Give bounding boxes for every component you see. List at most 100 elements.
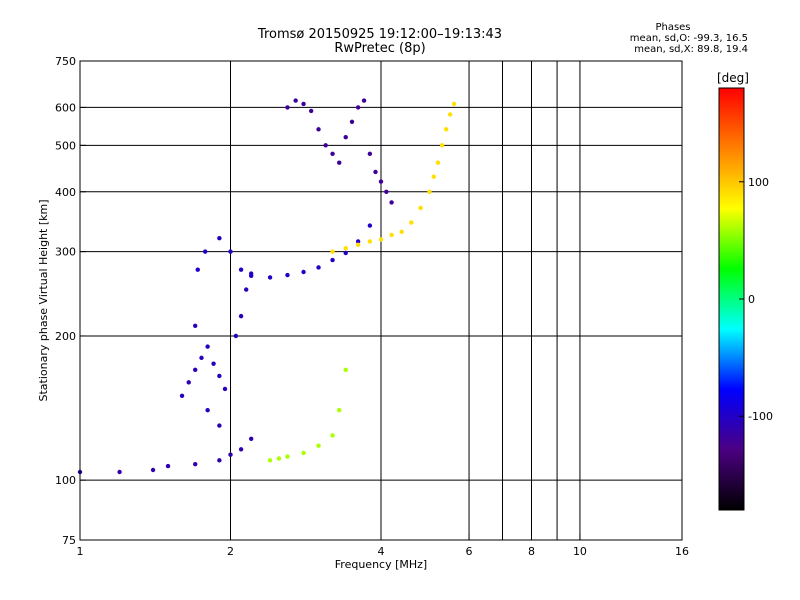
data-point (222, 386, 228, 392)
data-point (195, 267, 200, 272)
data-point (439, 143, 445, 148)
data-point (337, 407, 342, 413)
data-point (238, 447, 244, 452)
data-point (217, 235, 222, 241)
data-point (267, 275, 273, 280)
data-point (193, 367, 198, 372)
phases-heading: Phases (655, 22, 691, 33)
colorbar-tick-labels: 100 0 -100 (739, 176, 773, 423)
x-tick-label: 4 (378, 545, 385, 558)
data-point (301, 450, 306, 456)
data-point (389, 200, 394, 205)
data-point (337, 160, 342, 165)
data-point (238, 313, 244, 319)
o-mode-phase-stats: mean, sd,O: -99.3, 16.5 (629, 33, 748, 44)
data-point (179, 393, 185, 399)
data-point (193, 323, 198, 329)
data-point (378, 237, 384, 242)
data-point (343, 250, 348, 256)
data-point (367, 151, 373, 157)
y-tick-label: 300 (55, 246, 76, 259)
x-tick-label: 16 (675, 545, 689, 558)
data-point (330, 257, 335, 263)
colorbar-tick-label: -100 (748, 410, 773, 423)
data-point (186, 380, 191, 385)
data-point (451, 101, 457, 107)
x-tick-label: 1 (77, 545, 84, 558)
data-point (150, 467, 156, 473)
data-point (343, 134, 348, 140)
data-point (349, 119, 355, 124)
data-point (238, 267, 244, 272)
data-point (205, 407, 210, 413)
data-point (378, 179, 384, 184)
data-point (217, 423, 222, 428)
data-points (77, 98, 457, 475)
data-point (228, 452, 233, 457)
data-point (330, 249, 335, 254)
y-tick-label: 200 (55, 330, 76, 343)
y-axis-label: Stationary phase Virtual Height [km] (37, 199, 50, 401)
colorbar-label: [deg] (717, 71, 749, 85)
data-point (367, 239, 373, 244)
data-point (165, 463, 171, 469)
chart-title: Tromsø 20150925 19:12:00–19:13:43 (257, 27, 503, 42)
data-point (355, 242, 361, 247)
data-point (409, 220, 414, 225)
x-tick-label: 6 (466, 545, 473, 558)
data-point (285, 105, 290, 110)
data-point (228, 249, 233, 254)
data-point (431, 174, 436, 179)
y-tick-label: 750 (55, 55, 76, 68)
y-tick-label: 100 (55, 474, 76, 487)
data-point (217, 458, 222, 463)
y-tick-labels: 75 100 200 300 400 500 600 750 (55, 55, 86, 547)
data-point (316, 265, 321, 270)
data-point (293, 98, 298, 103)
data-point (276, 456, 282, 461)
x-mode-phase-stats: mean, sd,X: 89.8, 19.4 (634, 44, 748, 55)
data-point (308, 108, 314, 114)
grid-lines (80, 61, 682, 540)
data-point (355, 239, 361, 244)
data-point (330, 433, 335, 438)
data-point (447, 112, 453, 117)
x-tick-label: 8 (528, 545, 535, 558)
data-point (205, 344, 210, 349)
x-tick-label: 10 (573, 545, 587, 558)
data-point (435, 160, 441, 165)
data-point (355, 105, 361, 110)
colorbar-tick-label: 100 (748, 176, 769, 189)
data-point (285, 272, 290, 278)
chart-subtitle: RwPretec (8p) (334, 41, 426, 56)
data-point (233, 333, 239, 339)
data-point (248, 436, 254, 441)
data-point (399, 229, 404, 234)
y-tick-label: 600 (55, 101, 76, 114)
y-tick-label: 75 (62, 534, 76, 547)
data-point (384, 189, 389, 194)
y-tick-label: 500 (55, 139, 76, 152)
data-point (389, 232, 394, 238)
x-tick-label: 2 (227, 545, 234, 558)
data-point (267, 458, 273, 463)
data-point (361, 98, 367, 103)
data-point (443, 127, 449, 132)
data-point (199, 355, 204, 361)
data-point (343, 367, 348, 372)
data-point (193, 461, 198, 467)
x-tick-labels: 1 2 4 6 8 10 16 (77, 534, 689, 558)
data-point (316, 127, 321, 132)
x-axis-label: Frequency [MHz] (335, 558, 427, 571)
data-point (367, 223, 373, 228)
data-point (117, 469, 122, 475)
data-point (301, 101, 306, 107)
data-point (211, 361, 216, 366)
data-point (202, 249, 208, 254)
data-point (427, 189, 432, 194)
data-point (301, 269, 306, 275)
data-point (244, 287, 249, 292)
data-point (285, 454, 290, 459)
data-point (343, 245, 348, 251)
